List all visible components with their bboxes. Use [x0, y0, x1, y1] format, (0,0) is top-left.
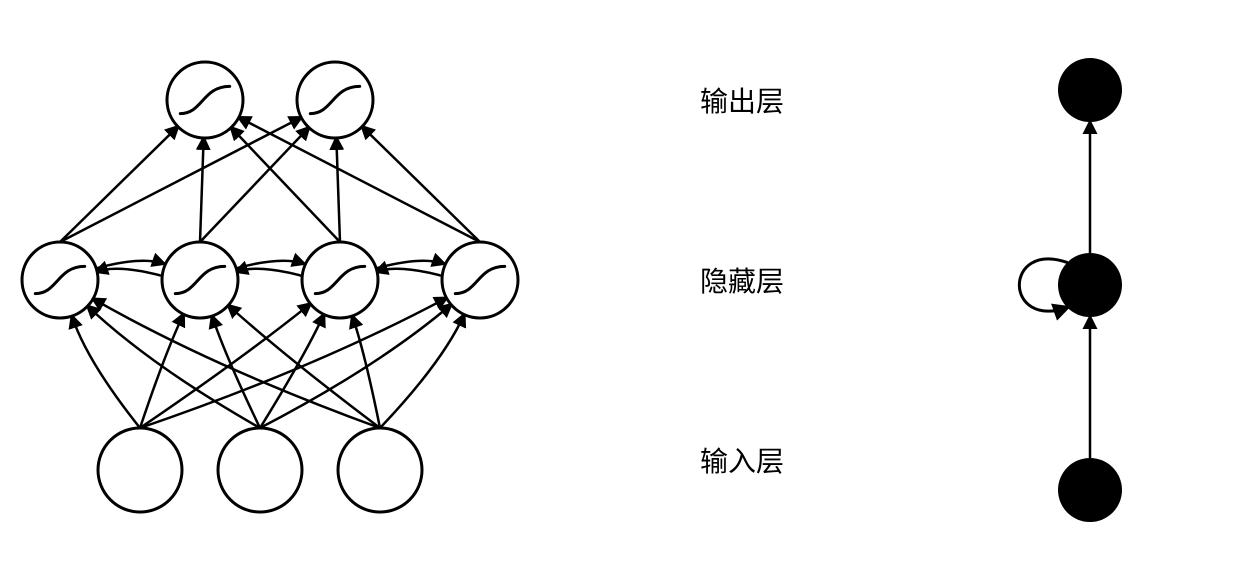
- rnn-diagram: [0, 0, 1239, 588]
- label-output: 输出层: [700, 80, 784, 120]
- label-input: 输入层: [700, 440, 784, 480]
- label-hidden: 隐藏层: [700, 260, 784, 300]
